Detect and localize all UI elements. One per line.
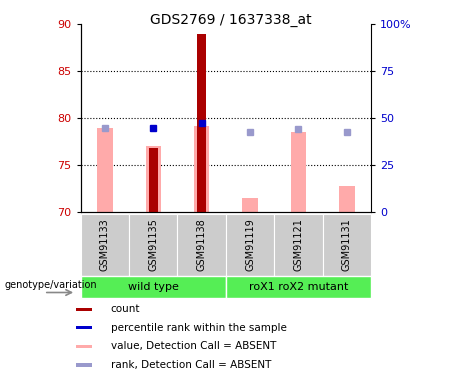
Text: wild type: wild type bbox=[128, 282, 179, 292]
Text: GSM91119: GSM91119 bbox=[245, 218, 255, 271]
Bar bbox=[323, 214, 371, 276]
Bar bbox=[81, 276, 226, 298]
Text: roX1 roX2 mutant: roX1 roX2 mutant bbox=[249, 282, 348, 292]
Text: GSM91133: GSM91133 bbox=[100, 218, 110, 271]
Text: GSM91138: GSM91138 bbox=[197, 218, 207, 271]
Bar bbox=[76, 363, 92, 366]
Text: count: count bbox=[111, 304, 140, 314]
Bar bbox=[81, 214, 129, 276]
Bar bbox=[76, 326, 92, 330]
Bar bbox=[194, 126, 209, 212]
Bar bbox=[149, 148, 158, 212]
Bar bbox=[291, 132, 306, 212]
Bar bbox=[274, 214, 323, 276]
Bar bbox=[226, 276, 371, 298]
Bar bbox=[76, 308, 92, 311]
Bar bbox=[226, 214, 274, 276]
Text: genotype/variation: genotype/variation bbox=[5, 280, 97, 290]
Bar bbox=[197, 34, 206, 212]
Text: percentile rank within the sample: percentile rank within the sample bbox=[111, 323, 287, 333]
Text: GDS2769 / 1637338_at: GDS2769 / 1637338_at bbox=[150, 13, 311, 27]
Bar bbox=[76, 345, 92, 348]
Text: GSM91121: GSM91121 bbox=[294, 218, 303, 271]
Text: value, Detection Call = ABSENT: value, Detection Call = ABSENT bbox=[111, 341, 276, 351]
Text: rank, Detection Call = ABSENT: rank, Detection Call = ABSENT bbox=[111, 360, 271, 370]
Bar bbox=[242, 198, 258, 212]
Bar bbox=[97, 128, 112, 212]
Text: GSM91135: GSM91135 bbox=[148, 218, 158, 271]
Bar bbox=[146, 146, 161, 212]
Bar bbox=[177, 214, 226, 276]
Text: GSM91131: GSM91131 bbox=[342, 218, 352, 271]
Bar bbox=[129, 214, 177, 276]
Bar bbox=[339, 186, 355, 212]
